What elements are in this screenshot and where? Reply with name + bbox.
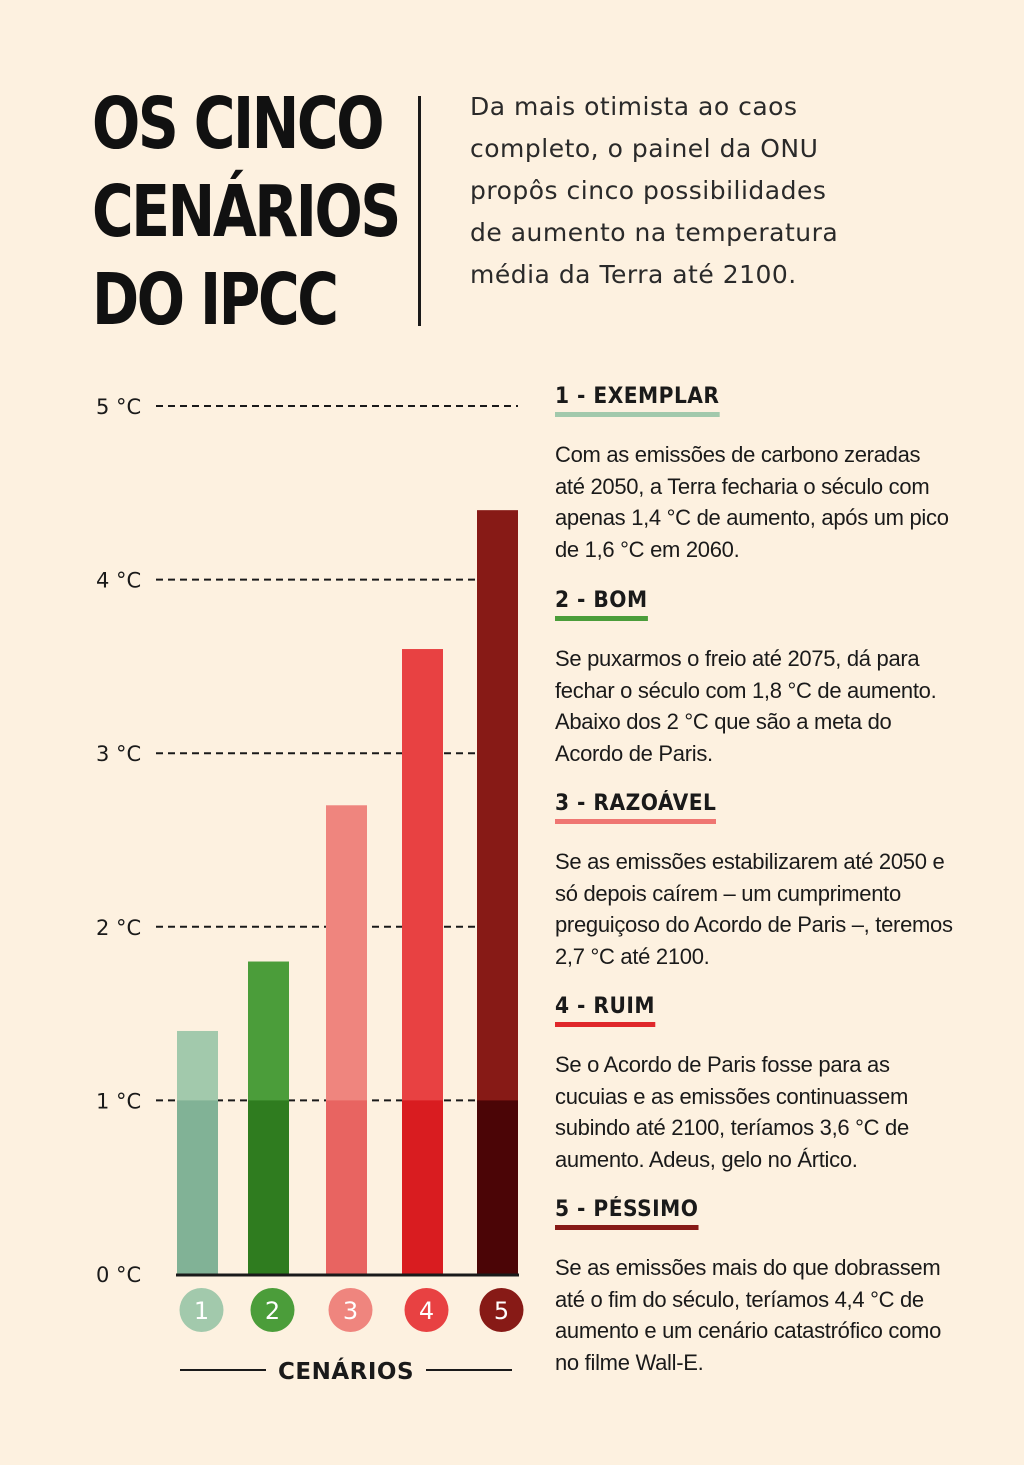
scenario-5: 5 - PÉSSIMO Se as emissões mais do que d… bbox=[555, 1197, 955, 1378]
title-line: DO IPCC bbox=[92, 258, 339, 341]
scenario-title: 3 - RAZOÁVEL bbox=[555, 791, 717, 824]
bar-base-segment bbox=[177, 1100, 218, 1274]
intro-text: Da mais otimista ao caos completo, o pai… bbox=[470, 92, 839, 289]
category-marker bbox=[404, 1288, 449, 1332]
scenario-description: Se as emissões estabilizarem até 2050 e … bbox=[555, 849, 953, 969]
category-marker bbox=[479, 1288, 524, 1332]
y-tick-label: 1 °C bbox=[96, 1089, 141, 1113]
x-tick-label: 1 bbox=[194, 1297, 209, 1325]
title-divider bbox=[418, 96, 421, 326]
y-tick-label: 5 °C bbox=[96, 395, 141, 419]
x-tick-label: 3 bbox=[343, 1297, 358, 1325]
scenario-description: Com as emissões de carbono zeradas até 2… bbox=[555, 442, 949, 562]
scenario-title: 5 - PÉSSIMO bbox=[555, 1197, 699, 1230]
category-marker bbox=[328, 1288, 373, 1332]
scenario-description: Se puxarmos o freio até 2075, dá para fe… bbox=[555, 646, 937, 766]
bar-base-segment bbox=[477, 1100, 518, 1274]
y-tick-label: 4 °C bbox=[96, 569, 141, 593]
bar-chart: 0 °C 1 °C 2 °C 3 °C 4 °C 5 °C 1 2 3 4 5 CENÁRIOS bbox=[96, 395, 524, 1385]
scenario-title: 2 - BOM bbox=[555, 588, 648, 621]
scenario-description: Se as emissões mais do que dobrassem até… bbox=[555, 1255, 942, 1375]
x-tick-label: 4 bbox=[419, 1297, 434, 1325]
page-title: OS CINCO CENÁRIOS DO IPCC bbox=[92, 80, 401, 344]
bar-base-segment bbox=[248, 1100, 289, 1274]
title-line: CENÁRIOS bbox=[92, 170, 401, 253]
category-marker bbox=[250, 1288, 295, 1332]
x-tick-label: 5 bbox=[494, 1297, 509, 1325]
scenario-3: 3 - RAZOÁVEL Se as emissões estabilizare… bbox=[555, 791, 955, 972]
y-tick-label: 3 °C bbox=[96, 742, 141, 766]
x-tick-label: 2 bbox=[265, 1297, 280, 1325]
category-marker bbox=[179, 1288, 224, 1332]
scenario-description: Se o Acordo de Paris fosse para as cucui… bbox=[555, 1052, 909, 1172]
x-axis-label: CENÁRIOS bbox=[278, 1357, 414, 1385]
y-tick-label: 2 °C bbox=[96, 916, 141, 940]
bar-base-segment bbox=[326, 1100, 367, 1274]
y-tick-label: 0 °C bbox=[96, 1263, 141, 1287]
scenario-4: 4 - RUIM Se o Acordo de Paris fosse para… bbox=[555, 994, 955, 1175]
title-line: OS CINCO bbox=[92, 82, 384, 165]
scenario-2: 2 - BOM Se puxarmos o freio até 2075, dá… bbox=[555, 588, 955, 769]
scenario-title: 4 - RUIM bbox=[555, 994, 655, 1027]
bar-base-segment bbox=[402, 1100, 443, 1274]
scenario-1: 1 - EXEMPLAR Com as emissões de carbono … bbox=[555, 384, 955, 565]
scenario-title: 1 - EXEMPLAR bbox=[555, 384, 720, 417]
